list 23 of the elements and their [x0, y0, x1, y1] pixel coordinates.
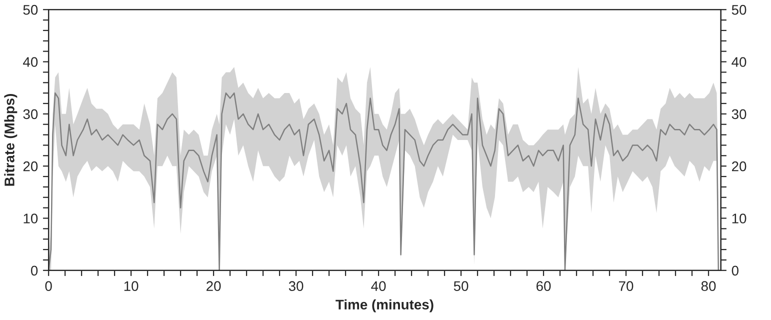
x-tick-label: 30: [288, 281, 304, 292]
x-tick-label: 50: [454, 281, 468, 292]
y2-tick-label: 40: [732, 57, 746, 67]
y2-tick-label: 0: [732, 266, 738, 276]
x-tick-label: 80: [701, 281, 716, 292]
y-tick-label: 20: [23, 161, 38, 172]
y-axis-title: Bitrate (Mbps): [4, 94, 18, 186]
y2-tick-label: 20: [732, 161, 746, 172]
x-tick-label: 70: [619, 281, 634, 292]
y-tick-label: 30: [23, 109, 38, 120]
x-tick-label: 20: [206, 281, 221, 292]
y2-tick-label: 50: [732, 4, 746, 15]
x-tick-label: 40: [371, 281, 386, 292]
y2-tick-label: 30: [732, 109, 746, 120]
y2-tick-label: 10: [732, 214, 746, 224]
y-tick-label: 50: [23, 4, 38, 15]
y-tick-label: 10: [24, 214, 38, 224]
y-tick-label: 40: [23, 57, 38, 67]
x-tick-label: 60: [536, 281, 551, 292]
x-axis-title: Time (minutes): [336, 299, 434, 312]
x-tick-label: 0: [45, 281, 52, 292]
y-tick-label: 0: [30, 266, 38, 276]
x-tick-label: 10: [124, 281, 138, 292]
